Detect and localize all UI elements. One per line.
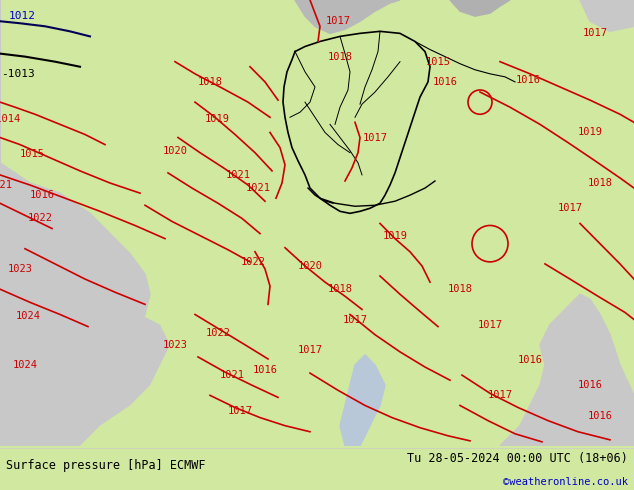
Text: 1018: 1018 [588,178,612,188]
Text: 1017: 1017 [557,203,583,213]
Text: 1015: 1015 [425,57,451,67]
Text: 1017: 1017 [342,315,368,324]
Polygon shape [0,0,170,446]
Text: 1017: 1017 [477,319,503,330]
Text: 1021: 1021 [219,370,245,380]
Text: 1018: 1018 [448,284,472,294]
Polygon shape [340,355,385,446]
Text: 1024: 1024 [15,312,41,321]
Text: 1021: 1021 [0,180,13,190]
Polygon shape [0,0,150,446]
Text: Tu 28-05-2024 00:00 UTC (18+06): Tu 28-05-2024 00:00 UTC (18+06) [407,452,628,465]
Text: 1024: 1024 [13,360,37,370]
Polygon shape [450,0,510,16]
Text: 1017: 1017 [363,132,387,143]
Text: 1017: 1017 [297,345,323,355]
Text: 1016: 1016 [515,75,541,85]
Text: 1019: 1019 [205,114,230,124]
Text: 1023: 1023 [162,340,188,350]
Text: 1019: 1019 [578,127,602,138]
Polygon shape [500,294,634,446]
Text: ©weatheronline.co.uk: ©weatheronline.co.uk [503,477,628,487]
Text: 1019: 1019 [382,231,408,241]
Text: 1017: 1017 [325,16,351,26]
Polygon shape [580,0,634,31]
Text: 1018: 1018 [328,51,353,62]
Text: 1018: 1018 [328,284,353,294]
Text: 1022: 1022 [240,257,266,267]
Text: 1022: 1022 [205,328,231,338]
Text: 1022: 1022 [27,214,53,223]
Text: 1012: 1012 [8,11,36,21]
Text: 1016: 1016 [252,365,278,375]
Text: Surface pressure [hPa] ECMWF: Surface pressure [hPa] ECMWF [6,459,206,472]
Text: 1016: 1016 [588,411,612,420]
Text: -1013: -1013 [1,69,35,79]
Text: 1017: 1017 [228,406,252,416]
Text: 1016: 1016 [432,77,458,87]
Text: 1017: 1017 [583,28,607,38]
Text: 1016: 1016 [30,190,55,200]
Polygon shape [295,0,400,33]
Text: -1014: -1014 [0,114,21,124]
Text: 1020: 1020 [162,146,188,156]
Text: 1017: 1017 [488,391,512,400]
Text: 1018: 1018 [198,77,223,87]
Text: 1020: 1020 [297,261,323,271]
Text: 1023: 1023 [8,264,32,274]
Text: 1021: 1021 [245,183,271,193]
Text: 1016: 1016 [517,355,543,365]
Text: 1021: 1021 [226,170,250,180]
Text: 1016: 1016 [578,380,602,390]
Text: 1015: 1015 [20,148,44,159]
